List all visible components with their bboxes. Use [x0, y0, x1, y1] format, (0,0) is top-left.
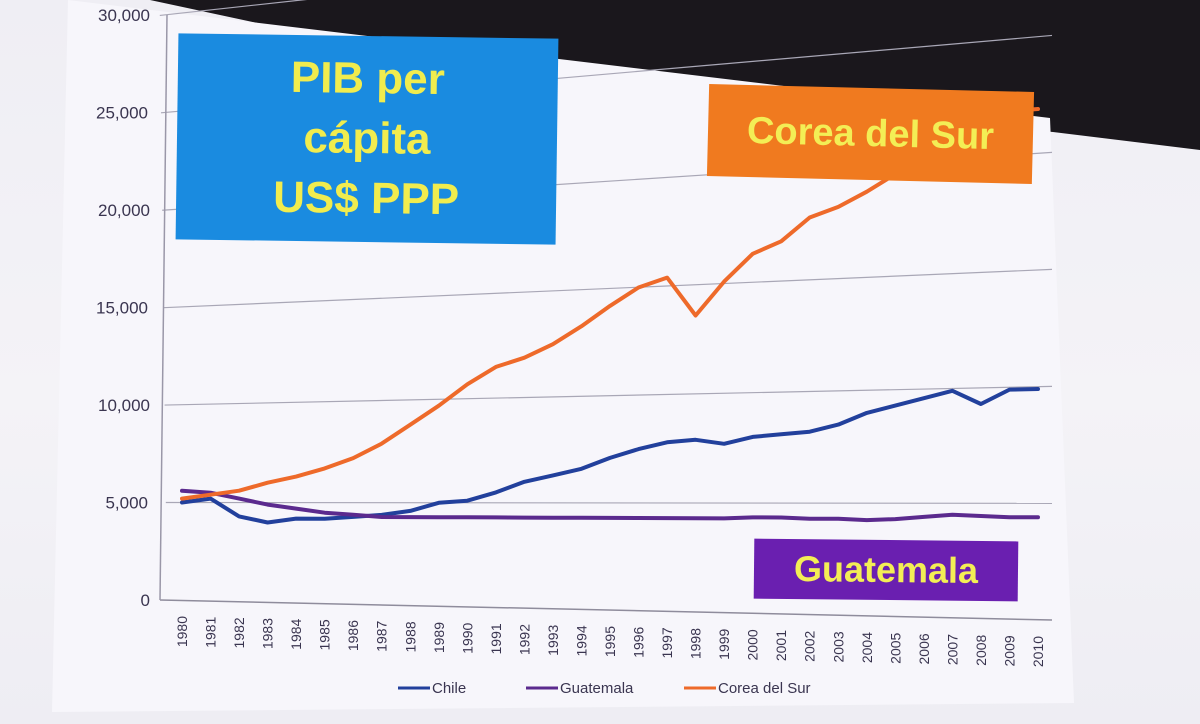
- x-tick-label: 1996: [631, 626, 647, 657]
- y-tick-label: 20,000: [98, 201, 150, 220]
- legend-label: Corea del Sur: [718, 680, 811, 697]
- x-tick-label: 1986: [345, 620, 361, 651]
- x-tick-label: 1997: [659, 627, 675, 658]
- x-tick-label: 2005: [887, 632, 903, 663]
- x-tick-label: 1995: [602, 626, 618, 657]
- guatemala-label: Guatemala: [793, 548, 979, 591]
- legend-label: Chile: [432, 680, 466, 697]
- y-tick-label: 10,000: [98, 396, 150, 415]
- gridlines: [159, 0, 1053, 621]
- gridline: [163, 268, 1053, 309]
- y-tick-label: 30,000: [98, 6, 150, 25]
- x-tick-label: 1981: [203, 616, 219, 647]
- x-tick-label: 1987: [374, 620, 390, 651]
- korea-label: Corea del Sur: [746, 109, 995, 158]
- x-tick-label: 1998: [688, 628, 704, 659]
- x-tick-label: 1993: [545, 624, 561, 655]
- korea-label-box: Corea del Sur: [706, 84, 1035, 184]
- x-tick-label: 1991: [488, 623, 504, 654]
- x-axis-ticks: 1980 1981 1982 1983 1984 1985 1986 1987 1988 1989…: [174, 616, 1046, 667]
- x-tick-label: 1994: [573, 625, 589, 656]
- y-tick-label: 25,000: [96, 104, 148, 123]
- x-tick-label: 2002: [802, 630, 818, 661]
- x-tick-label: 2001: [773, 630, 789, 661]
- y-axis-line: [159, 14, 168, 601]
- x-tick-label: 2004: [859, 632, 875, 663]
- x-tick-label: 1985: [317, 619, 333, 650]
- x-tick-label: 2010: [1030, 636, 1046, 667]
- x-tick-label: 1980: [174, 616, 190, 647]
- x-tick-label: 1999: [716, 628, 732, 659]
- y-axis-ticks: 0 5,000 10,000 15,000 20,000 25,000 30,000: [96, 6, 150, 610]
- series-line-chile: [180, 387, 1040, 525]
- guatemala-label-box: Guatemala: [753, 538, 1019, 602]
- x-tick-label: 2008: [973, 634, 989, 665]
- x-tick-label: 1989: [431, 622, 447, 653]
- gridline: [159, 0, 308, 17]
- series-line-guatemala: [180, 488, 1040, 523]
- x-axis-line: [159, 599, 1053, 621]
- x-tick-label: 2007: [944, 634, 960, 665]
- chart-title-box: PIB per cápita US$ PPP: [175, 33, 559, 245]
- y-tick-label: 5,000: [105, 494, 148, 513]
- x-tick-label: 1990: [459, 622, 475, 653]
- legend-label: Guatemala: [560, 680, 634, 697]
- legend: Chile Guatemala Corea del Sur: [398, 680, 811, 697]
- x-tick-label: 2003: [830, 631, 846, 662]
- y-tick-label: 0: [141, 591, 150, 610]
- x-tick-label: 1983: [260, 618, 276, 649]
- x-tick-label: 2009: [1001, 635, 1017, 666]
- x-tick-label: 1992: [516, 624, 532, 655]
- x-tick-label: 1988: [402, 621, 418, 652]
- x-tick-label: 2000: [745, 629, 761, 660]
- y-tick-label: 15,000: [96, 299, 148, 318]
- chart-title: PIB per cápita US$ PPP: [272, 52, 460, 225]
- gridline: [165, 501, 1053, 504]
- x-tick-label: 1984: [288, 618, 304, 649]
- x-tick-label: 2006: [916, 633, 932, 664]
- gridline: [164, 385, 1053, 406]
- x-tick-label: 1982: [231, 617, 247, 648]
